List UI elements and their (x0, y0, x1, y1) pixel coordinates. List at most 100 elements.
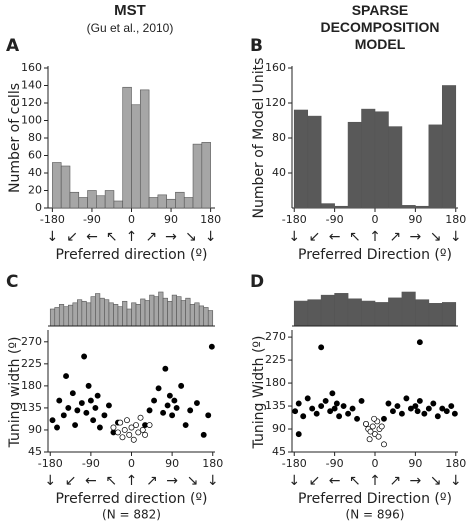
point (381, 441, 387, 448)
bar (157, 194, 167, 209)
marginal-bar (293, 300, 309, 327)
direction-arrow: ↖ (105, 473, 117, 489)
direction-arrow: ↓ (205, 229, 217, 245)
point (151, 397, 158, 404)
marginal-bar (334, 293, 349, 327)
marginal-bar (415, 299, 430, 327)
marginal-bar (441, 302, 457, 327)
direction-arrow: → (410, 473, 422, 489)
bar (139, 89, 150, 209)
point (403, 395, 410, 402)
x-tick-label: -90 (82, 457, 100, 470)
marginal-bar (361, 300, 376, 327)
marginal-bar (388, 297, 403, 327)
point (200, 431, 207, 438)
marginal-bar (198, 305, 205, 327)
point (110, 424, 117, 431)
x-axis-label: Preferred direction (º) (55, 491, 207, 507)
direction-arrow: ↑ (126, 473, 138, 489)
point (182, 422, 189, 429)
point (135, 429, 142, 436)
point (295, 431, 302, 438)
marginal-bar (54, 307, 60, 327)
bar (183, 197, 194, 209)
direction-arrow: ↓ (207, 473, 219, 489)
bar (78, 197, 88, 209)
direction-arrow: ↗ (389, 473, 401, 489)
direction-arrow: ↖ (349, 229, 361, 245)
x-tick-label: 0 (372, 213, 379, 226)
bar (104, 190, 115, 209)
point (416, 397, 423, 404)
point (451, 410, 458, 417)
marginal-bar (95, 293, 101, 327)
bar (175, 191, 185, 209)
direction-arrow: ↑ (369, 229, 381, 245)
bar (334, 205, 349, 209)
marginal-bar (113, 304, 119, 327)
point (115, 429, 121, 436)
marginal-bar (122, 300, 128, 327)
bar (113, 200, 124, 209)
point (329, 390, 336, 397)
point (385, 400, 392, 407)
direction-arrow: ↓ (44, 473, 56, 489)
direction-arrow: ↗ (389, 229, 401, 245)
direction-arrow: ↙ (309, 473, 321, 489)
bar (307, 115, 322, 209)
direction-arrow: ↖ (349, 473, 361, 489)
y-tick-label: 90 (28, 423, 42, 436)
marginal-bar (99, 297, 105, 327)
x-tick-label: -180 (38, 457, 63, 470)
marginal-bar (77, 299, 83, 327)
point (414, 408, 421, 415)
point (322, 397, 329, 404)
point (367, 428, 374, 435)
x-axis-label: Preferred Direction (º) (298, 491, 452, 507)
x-tick-label: 180 (200, 213, 221, 226)
direction-arrow: ↙ (65, 473, 77, 489)
x-tick-label: -90 (83, 213, 101, 226)
direction-arrow: ← (329, 229, 341, 245)
marginal-bar (108, 302, 114, 327)
marginal-bar (171, 294, 177, 327)
point (105, 402, 112, 409)
y-tick-label: 45 (272, 445, 286, 458)
point (434, 413, 441, 420)
marginal-bar (90, 296, 96, 327)
point (208, 343, 215, 350)
x-tick-label: 0 (372, 457, 379, 470)
y-tick-label: 120 (265, 96, 286, 109)
y-tick-label: 160 (21, 61, 42, 74)
point (354, 415, 361, 422)
point (160, 409, 167, 416)
bar (388, 126, 403, 209)
point (162, 365, 169, 372)
marginal-bar (401, 291, 416, 327)
marginal-bar (374, 302, 389, 327)
point (101, 412, 108, 419)
point (407, 405, 414, 412)
bar (87, 190, 97, 209)
marginal-bar (140, 298, 146, 327)
point (331, 405, 338, 412)
y-tick-label: 180 (265, 376, 286, 389)
marginal-bar (72, 302, 78, 327)
bar (201, 142, 211, 209)
direction-arrow: → (410, 229, 422, 245)
point (124, 417, 130, 424)
marginal-bar (63, 306, 69, 327)
point (340, 403, 347, 409)
point (169, 412, 176, 419)
marginal-bar (81, 300, 87, 327)
x-tick-label: 90 (164, 213, 178, 226)
point (313, 410, 320, 417)
point (333, 400, 340, 407)
marginal-bar (347, 298, 362, 327)
marginal-bar (49, 308, 56, 327)
bar (415, 205, 430, 209)
point (74, 407, 81, 414)
y-axis-label: Number of Model Units (251, 58, 267, 219)
